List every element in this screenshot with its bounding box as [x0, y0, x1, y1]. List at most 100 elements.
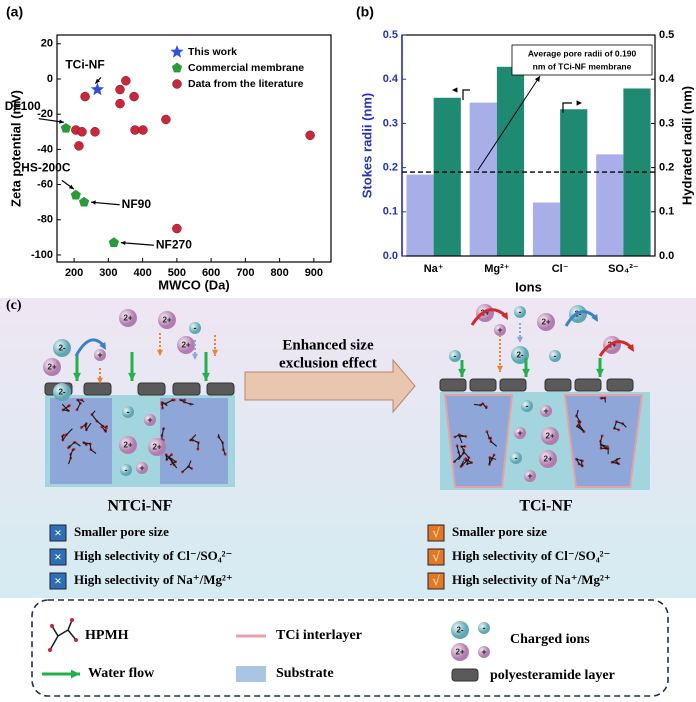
polyesteramide-block: [606, 378, 634, 392]
ion-charge: +: [517, 428, 522, 438]
hpmh-end: [161, 406, 164, 410]
hpmh-branch: [610, 457, 621, 465]
selectivity-item: High selectivity of Na⁺/Mg²⁺: [452, 572, 611, 587]
marker-pentagon: [59, 121, 73, 134]
hpmh-end: [50, 624, 54, 628]
arrow-head: [534, 76, 540, 82]
y-tick-label: -60: [37, 178, 53, 190]
hpmh-branch: [81, 422, 92, 432]
check-mark: ×: [54, 525, 61, 540]
check-mark: √: [432, 525, 440, 540]
ion: [521, 400, 533, 412]
hpmh-icon: [49, 619, 77, 651]
ion: [537, 313, 555, 331]
marker-circle: [90, 127, 100, 137]
ion-charge: 2+: [541, 318, 550, 327]
bar-chart: (b) Na⁺ Mg²⁺ Cl⁻ SO₄²⁻ 0.0 0.1 0.2 0.3 0.4 0.5 0.0 0…: [356, 4, 694, 295]
polyesteramide-block: [469, 378, 497, 392]
ion-charge: -: [554, 351, 557, 361]
selectivity-item: Smaller pore size: [452, 524, 547, 539]
ion: [144, 414, 156, 426]
check-box: [49, 548, 67, 566]
legend-label: Commercial membrane: [188, 62, 304, 74]
hpmh-end: [48, 648, 52, 652]
arrow-head: [95, 78, 101, 84]
ion-charge: 2+: [543, 455, 552, 464]
hpmh-branch: [161, 402, 168, 409]
arrow-head: [202, 372, 210, 381]
ion-charge: 2+: [152, 443, 161, 452]
marker-circle: [172, 79, 182, 89]
plot-frame: [56, 34, 332, 263]
point-label: TCi-NF: [65, 58, 104, 72]
x-tick-label: 600: [202, 267, 220, 279]
panel-label: (b): [356, 4, 374, 20]
check-box: [49, 524, 67, 542]
ion-charge: +: [481, 647, 486, 657]
hpmh-branch: [613, 420, 627, 431]
arrow-head: [516, 336, 524, 343]
ion-charge: -: [125, 465, 128, 475]
legend-label: Water flow: [88, 666, 155, 681]
arrow-head: [596, 368, 604, 377]
hpmh-branch: [61, 428, 73, 442]
hpmh-branch: [576, 423, 585, 433]
check-mark: √: [432, 573, 440, 588]
x-tick-label: 200: [65, 267, 83, 279]
y-tick-label: -100: [31, 249, 53, 261]
ion: [539, 450, 557, 468]
arrow: [91, 201, 120, 206]
hpmh-branch: [600, 397, 606, 403]
arrow-head: [68, 184, 74, 190]
ion-charge: -: [526, 401, 529, 411]
legend-label: This work: [188, 46, 237, 58]
arrow-head: [191, 353, 199, 360]
x-axis-label: MWCO (Da): [158, 277, 230, 292]
ion: [494, 324, 506, 336]
selectivity-item: High selectivity of Cl⁻/SO₄²⁻: [452, 548, 610, 563]
x-tick-label: 700: [236, 267, 254, 279]
point-label: DF100: [5, 99, 41, 113]
hpmh-branch: [460, 459, 468, 467]
arrow-head: [156, 349, 164, 356]
hpmh-branch: [165, 453, 178, 469]
legend-box: [31, 599, 669, 697]
marker-circle: [161, 114, 171, 125]
ion-charge: 2+: [162, 316, 171, 325]
polyesteramide-block: [83, 382, 112, 396]
ion: [549, 350, 561, 362]
ion-charge: 2+: [455, 648, 464, 657]
hpmh-branch: [575, 458, 584, 468]
ion-charge: -: [519, 307, 522, 317]
ion: [122, 406, 134, 418]
membrane-title: NTCi-NF: [108, 498, 173, 515]
bar: [560, 109, 588, 256]
marker-circle: [305, 130, 315, 141]
check-mark: ×: [54, 573, 61, 588]
axis-arrow: [462, 89, 470, 100]
bar: [596, 154, 624, 256]
point-label: NF90: [122, 197, 152, 211]
ion-charge: +: [97, 350, 102, 360]
hpmh-branch: [463, 451, 473, 465]
panel-label: (c): [6, 298, 22, 313]
y-tick-label: -40: [37, 143, 53, 155]
y-tick-label: 0.5: [383, 29, 398, 41]
x-tick-label: 900: [305, 267, 323, 279]
arrow-head: [59, 119, 64, 124]
hpmh-branch: [178, 399, 194, 405]
x-tick-label: 300: [99, 267, 117, 279]
annotation-box: [511, 44, 653, 76]
membrane-title: TCi-NF: [519, 498, 573, 515]
x-tick-label: Cl⁻: [552, 263, 569, 275]
ion-charge: +: [527, 471, 532, 481]
hpmh-branch: [91, 410, 107, 429]
hpmh-branch: [101, 426, 108, 433]
ion: [136, 462, 148, 474]
ion: [478, 622, 490, 634]
hpmh-branch: [486, 431, 498, 447]
ion: [177, 336, 195, 354]
arrow-head: [99, 342, 106, 350]
marker-circle: [138, 125, 148, 135]
